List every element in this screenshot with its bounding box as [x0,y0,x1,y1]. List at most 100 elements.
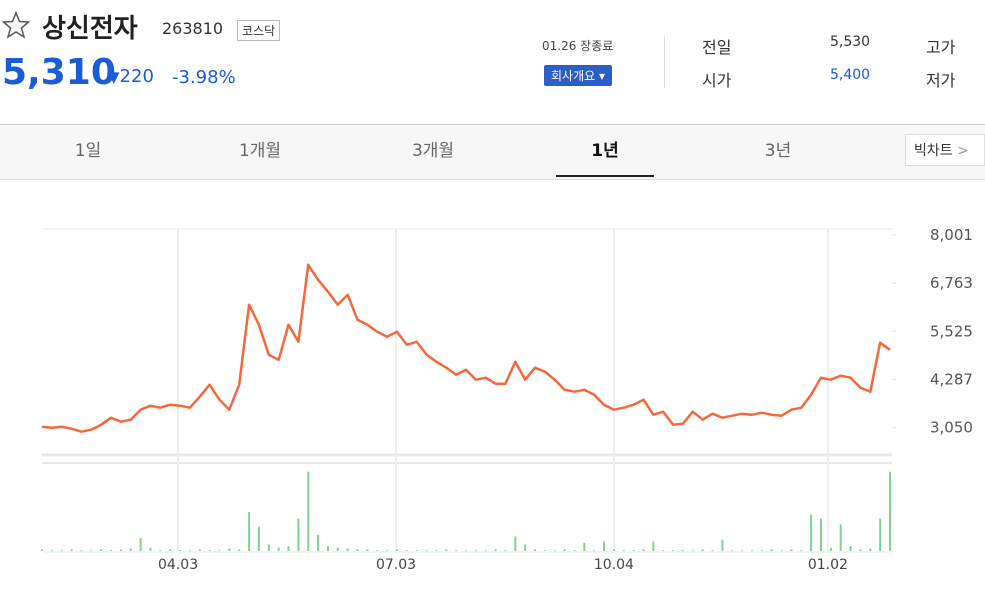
volume-bar [849,546,852,551]
volume-bar [839,524,842,551]
volume-bar [445,549,448,551]
volume-bar [672,550,675,551]
volume-bar [100,549,103,551]
tab[interactable]: 1일 [74,141,102,161]
y-tick-label: 3,050 [930,419,973,437]
stock-code: 263810 [162,19,224,38]
summary-cell: 고가 [926,38,956,57]
volume-bar [829,547,832,551]
volume-bar [721,539,724,551]
stock-name: 상신전자 [42,14,138,44]
y-tick-label: 5,525 [930,322,973,340]
volume-bar [622,550,625,551]
volume-bar [346,548,349,551]
tab-bar [0,124,985,180]
y-tick-label: 4,287 [930,371,973,389]
volume-bar [514,536,517,551]
volume-bar [169,549,172,551]
volume-bar [563,549,566,551]
volume-bar [129,548,132,551]
company-button-label: 회사개요 [551,69,596,83]
volume-bar [859,549,862,551]
x-tick-label: 01.02 [808,557,848,573]
volume-bar [50,550,53,551]
volume-bar [484,550,487,551]
volume-bar [553,550,556,551]
volume-bar [257,526,260,551]
volume-bar [198,549,201,551]
volume-bar [889,471,891,551]
market-status: 01.26 장종료 [542,39,614,53]
volume-bar [790,549,793,551]
volume-bar [376,550,379,551]
volume-bar [632,550,635,551]
tab[interactable]: 1년 [556,125,654,177]
volume-bar [356,549,359,551]
volume-bar [711,550,714,551]
volume-bar [159,550,162,551]
volume-bar [60,550,63,551]
volume-bar [326,546,329,551]
tab[interactable]: 1개월 [238,141,282,161]
volume-bar [277,547,280,551]
volume-bar [662,550,665,551]
summary-cell: 5,530 [830,34,871,50]
volume-bar [267,544,270,551]
volume-bar [366,549,369,551]
summary-cell: 전일 [702,38,732,57]
volume-bar [218,550,221,551]
y-tick-label: 6,763 [930,274,973,292]
volume-bar [810,514,813,551]
volume-bar [869,548,872,551]
volume-bar [652,541,655,551]
volume-bar [110,550,113,551]
volume-bar [139,538,142,551]
volume-bar [395,549,398,551]
volume-bar [770,549,773,551]
summary-cell: 5,400 [830,67,871,83]
price-line [41,263,891,433]
volume-bar [543,550,546,551]
volume-bar [336,547,339,551]
x-tick-label: 07.03 [376,557,416,573]
y-tick-label: 8,001 [930,226,973,244]
summary-cell: 저가 [926,71,956,90]
volume-bar [228,548,231,551]
volume-bar [879,518,882,551]
change-value: 220 [119,66,154,87]
company-button[interactable]: 회사개요 ▾ [544,65,613,86]
volume-bar [474,550,477,551]
volume-bar [90,550,93,551]
volume-bar [297,518,300,551]
volume-bar [612,549,615,551]
volume-bar [238,549,241,551]
volume-bar [41,549,43,551]
volume-bar [307,471,310,551]
current-price: 5,310 [2,52,116,93]
volume-bar [435,550,438,551]
volume-bar [642,549,645,551]
change: ▼220 [108,66,154,87]
big-chart-label: 빅차트 [914,143,953,159]
tab[interactable]: 3개월 [411,141,455,161]
volume-bar [504,550,507,551]
summary-cell: 시가 [702,71,732,90]
volume-bar [415,550,418,551]
volume-bar [317,534,320,551]
volume-bar [287,546,290,551]
volume-bar [179,550,182,551]
volume-bar [603,541,606,551]
market-badge: 코스닥 [237,20,281,41]
volume-bar [188,550,191,551]
star-icon[interactable] [0,10,32,40]
x-tick-label: 10.04 [594,557,634,573]
volume-bar [455,550,458,551]
volume-bar [248,512,251,551]
volume-bar [80,550,83,551]
volume-bar [386,550,389,551]
volume-bar [425,550,428,551]
volume-bar [573,550,576,551]
tab[interactable]: 3년 [764,141,792,161]
